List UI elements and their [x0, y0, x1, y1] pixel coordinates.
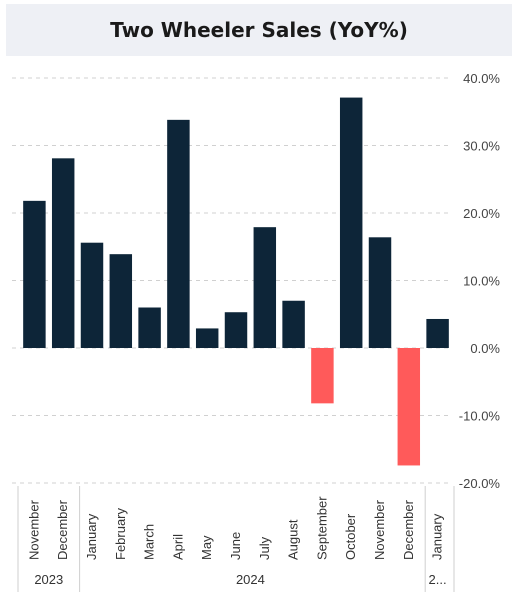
y-tick-label: 0.0% [470, 341, 500, 356]
y-tick-label: 30.0% [463, 139, 500, 154]
bar [23, 200, 46, 348]
x-year-label: 2024 [236, 572, 265, 587]
y-tick-label: 40.0% [463, 71, 500, 86]
bar [109, 254, 133, 348]
x-category-label: December [401, 499, 416, 560]
x-category-label: October [343, 513, 358, 560]
bar [195, 328, 219, 348]
x-category-label: April [170, 534, 185, 560]
x-year-label: 2023 [34, 572, 63, 587]
x-category-label: November [372, 499, 387, 560]
bar [80, 242, 104, 348]
x-category-label: December [55, 499, 70, 560]
bar [282, 300, 305, 348]
x-category-label: March [142, 524, 157, 560]
bar [397, 348, 421, 466]
chart-title: Two Wheeler Sales (YoY%) [110, 18, 408, 42]
x-category-label: November [26, 499, 41, 560]
bar [224, 312, 248, 348]
x-category-label: August [286, 519, 301, 560]
y-tick-label: 10.0% [463, 274, 500, 289]
x-category-label: January [430, 513, 445, 560]
bar [368, 237, 392, 348]
bar [253, 227, 277, 348]
y-tick-label: -20.0% [459, 476, 501, 491]
x-category-label: September [314, 496, 329, 560]
chart-title-bar: Two Wheeler Sales (YoY%) [6, 4, 512, 56]
x-category-label: May [199, 535, 214, 560]
bar [311, 348, 334, 404]
x-category-label: July [257, 536, 272, 560]
bar [51, 158, 75, 348]
x-category-label: February [113, 507, 128, 560]
bar [426, 318, 449, 348]
x-year-label: 2... [429, 572, 447, 587]
x-category-label: January [84, 513, 99, 560]
y-tick-label: -10.0% [459, 409, 501, 424]
bar [339, 97, 363, 348]
y-tick-label: 20.0% [463, 206, 500, 221]
bar [138, 307, 161, 348]
x-category-label: June [228, 532, 243, 560]
bar [167, 119, 190, 348]
